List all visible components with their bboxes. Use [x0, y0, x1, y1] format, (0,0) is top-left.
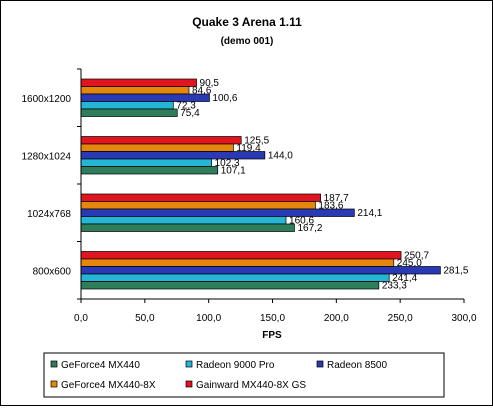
x-tick-label: 50,0 — [135, 313, 155, 324]
data-label: 100,6 — [212, 93, 237, 104]
chart-subtitle: (demo 001) — [221, 36, 274, 47]
bar — [80, 86, 190, 95]
axes-layer: 1600x1200 1280x1024 1024x768 800x600 0,0 50,0… — [22, 68, 477, 324]
category-label: 800x600 — [33, 266, 72, 277]
data-label: 125,5 — [244, 136, 269, 147]
x-tick-label: 300,0 — [451, 313, 476, 324]
legend: GeForce4 MX440 Radeon 9000 Pro Radeon 8500… — [43, 352, 445, 398]
data-label: 107,1 — [221, 166, 246, 177]
x-tick-label: 250,0 — [388, 313, 413, 324]
category-label: 1600x1200 — [22, 94, 72, 105]
legend-entry: GeForce4 MX440-8X — [61, 380, 156, 391]
legend-entry: GeForce4 MX440 — [61, 360, 140, 371]
data-label: 72,3 — [176, 101, 196, 112]
x-axis-label: FPS — [262, 330, 282, 341]
bar — [80, 158, 212, 167]
bar — [80, 258, 395, 267]
chart-title: Quake 3 Arena 1.11 — [192, 15, 302, 29]
data-label: 214,1 — [357, 208, 382, 219]
bar — [80, 101, 174, 110]
category-label: 1024x768 — [27, 209, 71, 220]
data-label: 75,4 — [180, 108, 200, 119]
data-label: 241,4 — [392, 273, 417, 284]
bar — [80, 223, 295, 232]
data-label: 250,7 — [404, 251, 429, 262]
bar — [80, 143, 234, 152]
legend-entry: Radeon 8500 — [327, 360, 387, 371]
legend-entry: Gainward MX440-8X GS — [196, 380, 306, 391]
x-tick-label: 200,0 — [324, 313, 349, 324]
data-label: 119,4 — [236, 143, 261, 154]
bar — [80, 273, 390, 282]
data-label: 90,5 — [200, 78, 220, 89]
data-label: 167,2 — [297, 223, 322, 234]
bar — [80, 166, 219, 175]
data-label: 102,3 — [215, 158, 240, 169]
data-label: 233,3 — [382, 281, 407, 292]
bar — [80, 193, 321, 202]
data-label: 245,0 — [397, 258, 422, 269]
bar — [80, 251, 402, 260]
bar — [80, 266, 441, 275]
bar — [80, 136, 242, 145]
data-label: 183,6 — [318, 201, 343, 212]
legend-swatch — [185, 380, 193, 388]
legend-box — [43, 352, 445, 398]
bar — [80, 281, 380, 290]
legend-swatch — [316, 360, 324, 368]
data-label: 281,5 — [443, 266, 468, 277]
x-tick-label: 0,0 — [74, 313, 88, 324]
bar — [80, 216, 287, 225]
data-label: 144,0 — [268, 151, 293, 162]
x-tick-label: 100,0 — [196, 313, 221, 324]
data-label: 84,6 — [192, 86, 212, 97]
legend-entry: Radeon 9000 Pro — [196, 360, 275, 371]
bar — [80, 201, 316, 210]
category-label: 1280x1024 — [22, 151, 72, 162]
legend-swatch — [185, 360, 193, 368]
legend-swatch — [50, 360, 58, 368]
bar — [80, 108, 178, 117]
data-label: 160,6 — [289, 216, 314, 227]
bar — [80, 78, 197, 87]
x-tick-label: 150,0 — [260, 313, 285, 324]
legend-swatch — [50, 380, 58, 388]
data-label: 187,7 — [324, 193, 349, 204]
